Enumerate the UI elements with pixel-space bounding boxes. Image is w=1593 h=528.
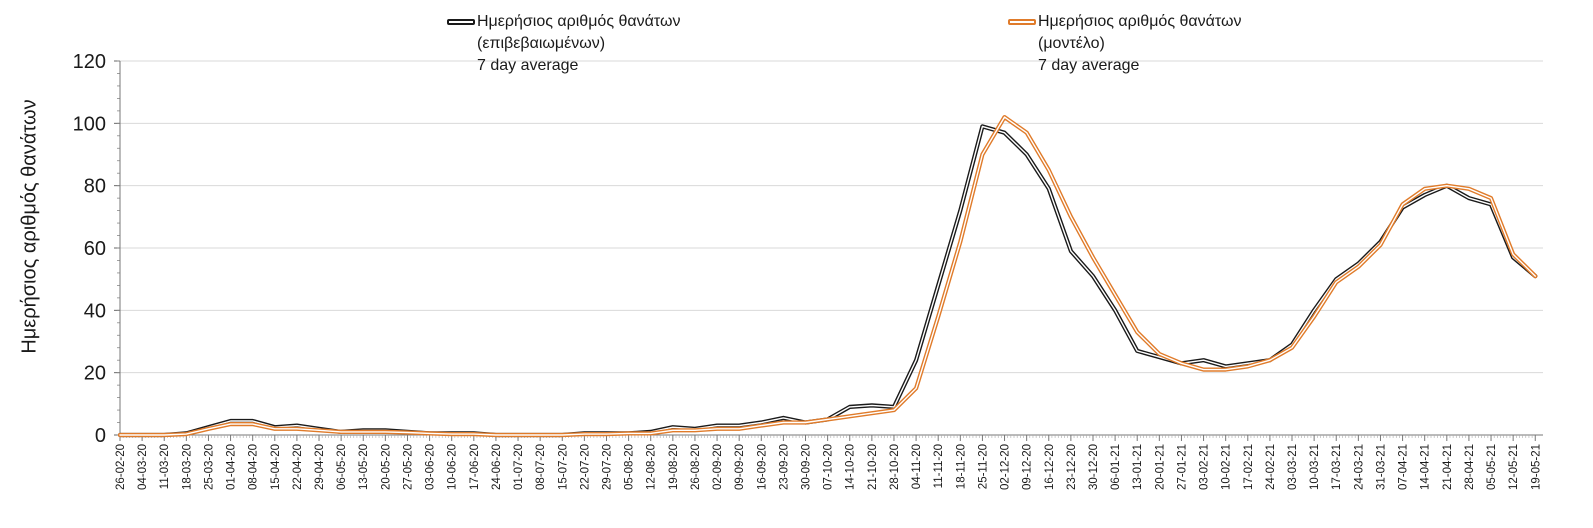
- x-tick-label: 10-02-21: [1221, 444, 1233, 490]
- x-tick-label: 02-12-20: [1000, 444, 1012, 490]
- x-tick-label: 29-07-20: [601, 444, 613, 490]
- x-tick-label: 02-09-20: [712, 444, 724, 490]
- x-tick-label: 29-04-20: [314, 444, 326, 490]
- x-tick-label: 11-03-20: [159, 444, 171, 489]
- y-tick-label: 0: [95, 425, 106, 447]
- x-tick-label: 22-04-20: [292, 444, 304, 490]
- x-tick-label: 17-02-21: [1243, 444, 1255, 490]
- legend-line: (επιβεβαιωμένων): [477, 35, 606, 52]
- series-line-model-core: [119, 116, 1537, 436]
- x-tick-label: 13-05-20: [358, 444, 370, 490]
- legend-entry-confirmed: Ημερήσιος αριθμός θανάτων (επιβεβαιωμένω…: [447, 11, 681, 77]
- legend-line: Ημερήσιος αριθμός θανάτων: [1038, 13, 1242, 30]
- x-tick-label: 26-08-20: [690, 444, 702, 490]
- legend-entry-model: Ημερήσιος αριθμός θανάτων (μοντέλο) 7 da…: [1008, 11, 1242, 77]
- x-tick-label: 19-05-21: [1530, 444, 1542, 490]
- series-line-model: [117, 114, 1538, 438]
- x-tick-label: 22-07-20: [579, 444, 591, 490]
- x-tick-label: 20-01-21: [1154, 444, 1166, 490]
- x-tick-label: 01-07-20: [513, 444, 525, 490]
- x-tick-label: 12-05-21: [1508, 444, 1520, 490]
- y-axis: 0 20 40 60 80 100 120: [73, 51, 121, 447]
- x-tick-label: 05-05-21: [1486, 444, 1498, 490]
- x-tick-label: 10-06-20: [447, 444, 459, 490]
- x-tick-label: 04-03-20: [137, 444, 149, 490]
- x-tick-label: 13-01-21: [1132, 444, 1144, 490]
- x-tick-label: 05-08-20: [624, 444, 636, 490]
- x-tick-label: 09-09-20: [734, 444, 746, 490]
- x-tick-label: 12-08-20: [646, 444, 658, 490]
- x-tick-label: 17-03-21: [1331, 444, 1343, 490]
- x-tick-label: 21-04-21: [1442, 444, 1454, 490]
- x-tick-label: 25-11-20: [977, 444, 989, 489]
- gridlines: [120, 60, 1543, 374]
- x-tick-label: 07-10-20: [823, 444, 835, 490]
- series-line-confirmed: [117, 124, 1538, 438]
- x-tick-label: 30-12-20: [1088, 444, 1100, 490]
- x-tick-label: 30-09-20: [801, 444, 813, 490]
- x-tick-label: 17-06-20: [469, 444, 481, 490]
- x-tick-label: 28-10-20: [889, 444, 901, 490]
- y-axis-label: Ημερήσιος αριθμός θανάτων: [18, 99, 41, 354]
- x-tick-label: 16-09-20: [756, 444, 768, 490]
- x-tick-label: 03-06-20: [425, 444, 437, 490]
- legend-line: 7 day average: [477, 57, 579, 74]
- legend-line: Ημερήσιος αριθμός θανάτων: [477, 13, 681, 30]
- series-line-confirmed-core: [119, 125, 1537, 436]
- x-tick-label: 14-10-20: [845, 444, 857, 490]
- x-tick-label: 25-03-20: [203, 444, 215, 490]
- y-tick-label: 100: [73, 113, 106, 135]
- legend-line: (μοντέλο): [1038, 35, 1105, 52]
- x-tick-label: 19-08-20: [668, 444, 680, 490]
- x-tick-label: 03-02-21: [1199, 444, 1211, 490]
- x-tick-label: 15-07-20: [557, 444, 569, 490]
- x-tick-label: 14-04-21: [1420, 444, 1432, 490]
- x-tick-label: 04-11-20: [911, 444, 923, 489]
- x-tick-label: 26-02-20: [115, 444, 127, 490]
- x-tick-label: 27-05-20: [402, 444, 414, 490]
- x-tick-label: 21-10-20: [867, 444, 879, 490]
- x-tick-label: 08-07-20: [535, 444, 547, 490]
- legend-swatch-confirmed: [447, 19, 475, 25]
- x-tick-label: 16-12-20: [1044, 444, 1056, 490]
- x-tick-label: 24-03-21: [1353, 444, 1365, 490]
- x-tick-label: 23-09-20: [778, 444, 790, 490]
- x-tick-label: 06-01-21: [1110, 444, 1122, 490]
- x-tick-label: 20-05-20: [380, 444, 392, 490]
- x-tick-label: 18-11-20: [955, 444, 967, 489]
- y-tick-label: 60: [84, 238, 106, 260]
- x-tick-label: 06-05-20: [336, 444, 348, 490]
- x-tick-label: 15-04-20: [270, 444, 282, 490]
- x-tick-label: 24-02-21: [1265, 444, 1277, 490]
- y-tick-label: 20: [84, 363, 106, 385]
- x-tick-label: 03-03-21: [1287, 444, 1299, 490]
- y-tick-label: 40: [84, 300, 106, 322]
- x-tick-label: 10-03-21: [1309, 444, 1321, 490]
- y-tick-label: 80: [84, 176, 106, 198]
- x-tick-label: 23-12-20: [1066, 444, 1078, 490]
- x-tick-label: 08-04-20: [248, 444, 260, 490]
- legend-line: 7 day average: [1038, 57, 1140, 74]
- legend-swatch-model: [1008, 19, 1036, 25]
- x-tick-label: 01-04-20: [226, 444, 238, 490]
- x-tick-label: 31-03-21: [1375, 444, 1387, 490]
- series-lines: [117, 114, 1538, 438]
- x-tick-label: 24-06-20: [491, 444, 503, 490]
- x-axis: 26-02-20 04-03-20 11-03-20 18-03-20 25-03-20…: [115, 434, 1543, 490]
- x-tick-label: 07-04-21: [1398, 444, 1410, 490]
- x-tick-label: 28-04-21: [1464, 444, 1476, 490]
- x-tick-label: 27-01-21: [1176, 444, 1188, 490]
- x-tick-label: 18-03-20: [181, 444, 193, 490]
- x-tick-label: 09-12-20: [1022, 444, 1034, 490]
- x-tick-label: 11-11-20: [933, 444, 945, 488]
- y-tick-label: 120: [73, 51, 106, 73]
